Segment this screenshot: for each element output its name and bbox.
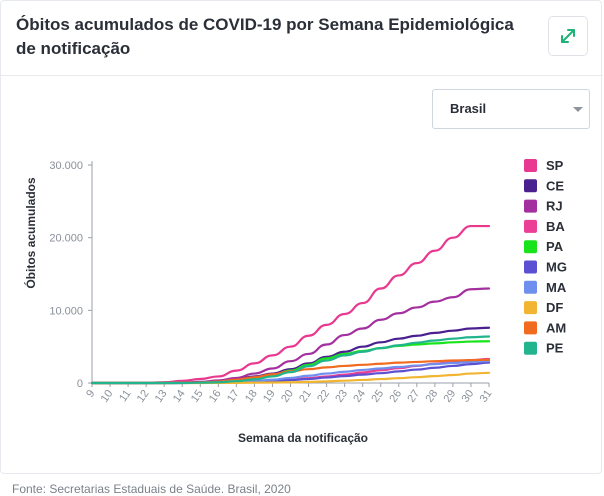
legend-swatch	[524, 159, 537, 172]
y-tick-label: 20.000	[49, 233, 83, 245]
y-axis-title: Óbitos acumulados	[23, 177, 38, 289]
legend-item-pe[interactable]: PE	[524, 341, 564, 356]
series-line-pe	[90, 335, 491, 385]
y-axis: 0 10.000 20.000 30.000	[49, 160, 93, 390]
legend-item-df[interactable]: DF	[524, 300, 563, 315]
line-chart: 0 10.000 20.000 30.000 9 10 11 12 13 14 15 16 17 18 1…	[23, 158, 567, 445]
legend-item-pa[interactable]: PA	[524, 239, 564, 254]
x-tick-label: 24	[351, 388, 368, 405]
legend-swatch	[524, 321, 537, 335]
region-select-value: Brasil	[450, 101, 487, 116]
x-tick-label: 16	[207, 388, 224, 405]
legend-item-sp[interactable]: SP	[524, 158, 564, 173]
x-tick-label: 29	[442, 388, 459, 405]
legend-swatch	[524, 260, 537, 274]
legend-label: DF	[546, 300, 563, 315]
legend-swatch	[524, 199, 537, 213]
x-tick-label: 14	[171, 388, 188, 405]
legend-label: SP	[546, 158, 564, 173]
x-tick-label: 28	[423, 388, 440, 405]
card-header: Óbitos acumulados de COVID-19 por Semana…	[1, 1, 603, 76]
y-tick-label: 10.000	[49, 305, 83, 317]
series-line-ce	[90, 326, 491, 385]
x-tick-label: 25	[369, 388, 386, 405]
legend-swatch	[524, 219, 537, 233]
region-select[interactable]: Brasil	[432, 89, 590, 129]
legend: SP CE RJ BA PA MG MA DF AM PE	[524, 158, 567, 356]
legend-label: AM	[546, 320, 566, 335]
x-tick-label: 30	[460, 388, 477, 405]
legend-label: MA	[546, 280, 567, 295]
x-tick-label: 27	[405, 388, 422, 405]
x-tick-label: 22	[315, 388, 332, 405]
expand-arrows-icon	[561, 29, 575, 43]
x-axis: 9 10 11 12 13 14 15 16 17 18 19 20 21 22 23 24 25 26 27 28 2…	[84, 382, 495, 405]
expand-button[interactable]	[548, 16, 588, 56]
legend-item-mg[interactable]: MG	[524, 260, 567, 275]
legend-item-ce[interactable]: CE	[524, 178, 564, 193]
chart-card: Óbitos acumulados de COVID-19 por Semana…	[0, 0, 603, 474]
x-tick-label: 19	[261, 388, 278, 405]
x-tick-label: 23	[333, 388, 350, 405]
x-tick-label: 10	[99, 388, 116, 405]
legend-label: PA	[546, 239, 564, 254]
legend-item-am[interactable]: AM	[524, 320, 566, 335]
x-tick-label: 11	[117, 388, 133, 404]
x-axis-title: Semana da notificação	[238, 431, 368, 445]
x-tick-label: 21	[297, 388, 314, 405]
legend-item-rj[interactable]: RJ	[524, 199, 563, 214]
legend-label: PE	[546, 341, 564, 356]
legend-swatch	[524, 280, 537, 294]
x-tick-label: 17	[225, 388, 242, 405]
legend-swatch	[524, 179, 537, 193]
series-lines	[90, 224, 491, 385]
x-tick-label: 18	[243, 388, 260, 405]
x-tick-label: 31	[478, 388, 495, 405]
legend-label: BA	[546, 219, 565, 234]
legend-swatch	[524, 341, 537, 355]
chart-title: Óbitos acumulados de COVID-19 por Semana…	[16, 15, 514, 58]
legend-swatch	[524, 240, 537, 254]
x-tick-label: 26	[387, 388, 404, 405]
x-tick-label: 12	[135, 388, 152, 405]
source-note: Fonte: Secretarias Estaduais de Saúde. B…	[12, 482, 291, 496]
legend-label: CE	[546, 178, 564, 193]
x-tick-label: 15	[189, 388, 206, 405]
legend-item-ba[interactable]: BA	[524, 219, 565, 234]
legend-swatch	[524, 301, 537, 315]
x-tick-label: 13	[153, 388, 170, 405]
legend-label: MG	[546, 260, 567, 275]
y-tick-label: 30.000	[49, 160, 83, 172]
chevron-down-icon	[573, 107, 583, 112]
y-tick-label: 0	[77, 378, 83, 390]
legend-item-ma[interactable]: MA	[524, 280, 567, 295]
x-tick-label: 20	[279, 388, 296, 405]
series-line-sp	[90, 224, 491, 385]
legend-label: RJ	[546, 199, 563, 214]
x-tick-label: 9	[84, 388, 97, 400]
